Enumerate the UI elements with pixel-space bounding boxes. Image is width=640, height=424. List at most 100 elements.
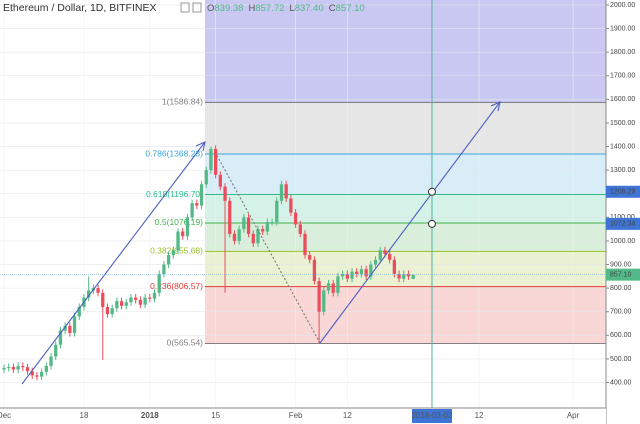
y-tick-label: 1300.00 xyxy=(610,167,635,174)
y-tick-label: 900.00 xyxy=(610,261,632,268)
candle-body xyxy=(190,203,194,218)
candle-body xyxy=(411,274,415,279)
fib-label: 0.618(1196.70) xyxy=(146,189,203,199)
price-tag xyxy=(606,268,640,281)
fib-label: 0.382(955.68) xyxy=(150,246,203,256)
candle-body xyxy=(25,367,30,372)
candle-body xyxy=(21,365,25,368)
ohlc-key: O xyxy=(207,3,214,14)
arrow-head xyxy=(195,141,206,152)
fib-label: 0.236(806.57) xyxy=(150,281,203,291)
ohlc-value: 837.40 xyxy=(295,3,324,14)
candle-body xyxy=(256,229,260,244)
candle-body xyxy=(209,148,213,171)
candle-body xyxy=(58,330,63,345)
candle-body xyxy=(72,316,77,333)
fib-label: 0.5(1076.19) xyxy=(155,217,203,227)
x-tick-label: 12 xyxy=(475,411,484,420)
price-tag-label: 1208.29 xyxy=(610,189,635,196)
candle-body xyxy=(63,325,67,331)
x-tick-label: Dec xyxy=(0,411,11,420)
drawings xyxy=(21,101,501,385)
candle-body xyxy=(68,325,72,333)
candle-body xyxy=(138,299,143,305)
candle-body xyxy=(308,255,312,260)
y-tick-label: 500.00 xyxy=(610,356,632,363)
candle-body xyxy=(124,302,128,306)
y-tick-label: 700.00 xyxy=(610,309,632,316)
fib-zone xyxy=(205,154,606,195)
candle-body xyxy=(171,250,175,256)
fib-zone xyxy=(205,102,606,155)
candle-body xyxy=(378,250,382,260)
candle-body xyxy=(261,229,265,232)
y-tick-label: 1800.00 xyxy=(610,49,635,56)
candle-body xyxy=(355,271,359,274)
price-tag xyxy=(606,185,640,198)
ohlc-header: O839.38 H857.72 L837.40 C857.10 xyxy=(207,3,365,14)
candle-body xyxy=(322,290,326,312)
y-tick-label: 1100.00 xyxy=(610,214,635,221)
candle-body xyxy=(185,217,190,237)
ohlc-key: C xyxy=(329,3,336,14)
candle-body xyxy=(134,297,138,300)
x-tick-label: 18 xyxy=(80,411,89,420)
candle-body xyxy=(388,253,392,260)
candle-body xyxy=(402,273,406,279)
candle-body xyxy=(7,366,11,368)
candle-body xyxy=(129,297,133,303)
candle-body xyxy=(162,264,166,274)
candle-body xyxy=(373,259,378,265)
candle-body xyxy=(213,148,218,175)
candle-body xyxy=(2,367,6,370)
x-tick-label: 2018-03-02 xyxy=(412,411,453,420)
candle-body xyxy=(265,222,270,232)
candle-body xyxy=(119,301,124,306)
x-tick-label: Apr xyxy=(567,411,580,420)
candle-body xyxy=(350,271,354,279)
x-tick-label: Feb xyxy=(289,411,303,420)
y-tick-label: 1500.00 xyxy=(610,120,635,127)
fib-zone xyxy=(205,222,606,252)
candle-body xyxy=(152,292,157,299)
fib-zones xyxy=(205,0,606,344)
arrow-head xyxy=(490,101,501,112)
icon-settings[interactable] xyxy=(192,2,202,13)
y-tick-label: 800.00 xyxy=(610,285,632,292)
fib-zone xyxy=(205,286,606,344)
candle-body xyxy=(110,308,114,315)
candle-body xyxy=(199,184,204,206)
y-tick-label: 1400.00 xyxy=(610,143,635,150)
candle-body xyxy=(96,288,100,293)
candle-body xyxy=(181,231,185,237)
icon-eye[interactable] xyxy=(180,2,190,13)
candle-body xyxy=(157,273,161,293)
fib-zone xyxy=(205,194,606,223)
candle-body xyxy=(364,269,368,277)
fib-extension-zone xyxy=(205,0,606,103)
candle-body xyxy=(35,375,39,377)
candle-body xyxy=(218,174,222,187)
candle-body xyxy=(317,281,321,312)
candle-body xyxy=(336,276,340,293)
candle-body xyxy=(392,259,397,274)
candle-body xyxy=(251,233,255,244)
fib-zone xyxy=(205,251,606,287)
candle-body xyxy=(359,269,364,274)
candle-body xyxy=(383,250,387,254)
candle-body xyxy=(16,365,20,370)
candle-body xyxy=(242,217,246,230)
candle-body xyxy=(176,231,180,251)
y-tick-label: 600.00 xyxy=(610,332,632,339)
candle-body xyxy=(345,273,349,279)
x-tick-label: 12 xyxy=(343,411,352,420)
candle-body xyxy=(228,200,232,234)
y-tick-label: 1600.00 xyxy=(610,96,635,103)
ohlc-key: L xyxy=(289,3,294,14)
price-axis-panel xyxy=(606,0,640,424)
y-tick-label: 2000.00 xyxy=(610,2,635,9)
candle-body xyxy=(270,222,274,224)
candle-body xyxy=(369,264,373,277)
price-tag-label: 857.10 xyxy=(610,271,632,278)
